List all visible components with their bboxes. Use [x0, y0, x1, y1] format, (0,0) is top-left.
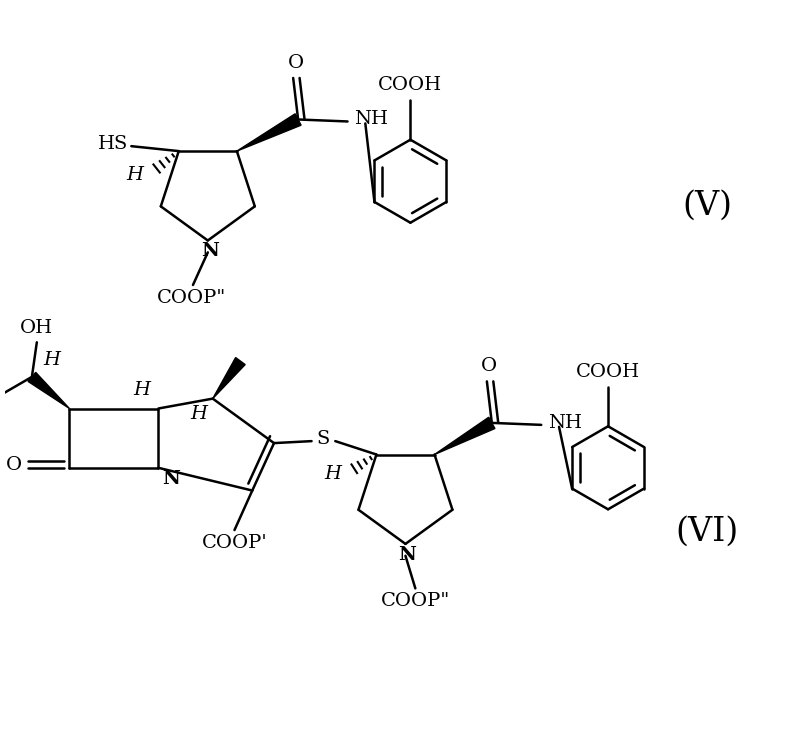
Text: H: H: [190, 404, 207, 423]
Text: O: O: [482, 357, 498, 376]
Text: H: H: [126, 166, 143, 184]
Polygon shape: [434, 417, 495, 454]
Text: OH: OH: [20, 319, 54, 338]
Text: N: N: [162, 470, 180, 488]
Text: S: S: [317, 430, 330, 448]
Text: COOP": COOP": [381, 592, 450, 611]
Text: NH: NH: [354, 111, 389, 128]
Text: COOP': COOP': [202, 534, 267, 552]
Text: (V): (V): [682, 190, 732, 222]
Text: O: O: [287, 54, 304, 72]
Text: O: O: [6, 456, 22, 474]
Polygon shape: [213, 357, 245, 399]
Polygon shape: [28, 372, 70, 409]
Text: NH: NH: [548, 414, 582, 432]
Text: HS: HS: [98, 135, 128, 153]
Text: N: N: [398, 546, 416, 564]
Text: COOP": COOP": [156, 289, 226, 307]
Text: H: H: [44, 351, 61, 369]
Polygon shape: [237, 114, 301, 151]
Text: COOH: COOH: [378, 76, 442, 94]
Text: (VI): (VI): [675, 516, 738, 548]
Text: COOH: COOH: [576, 363, 640, 381]
Text: H: H: [324, 465, 341, 483]
Text: H: H: [134, 381, 150, 399]
Text: N: N: [201, 242, 218, 261]
